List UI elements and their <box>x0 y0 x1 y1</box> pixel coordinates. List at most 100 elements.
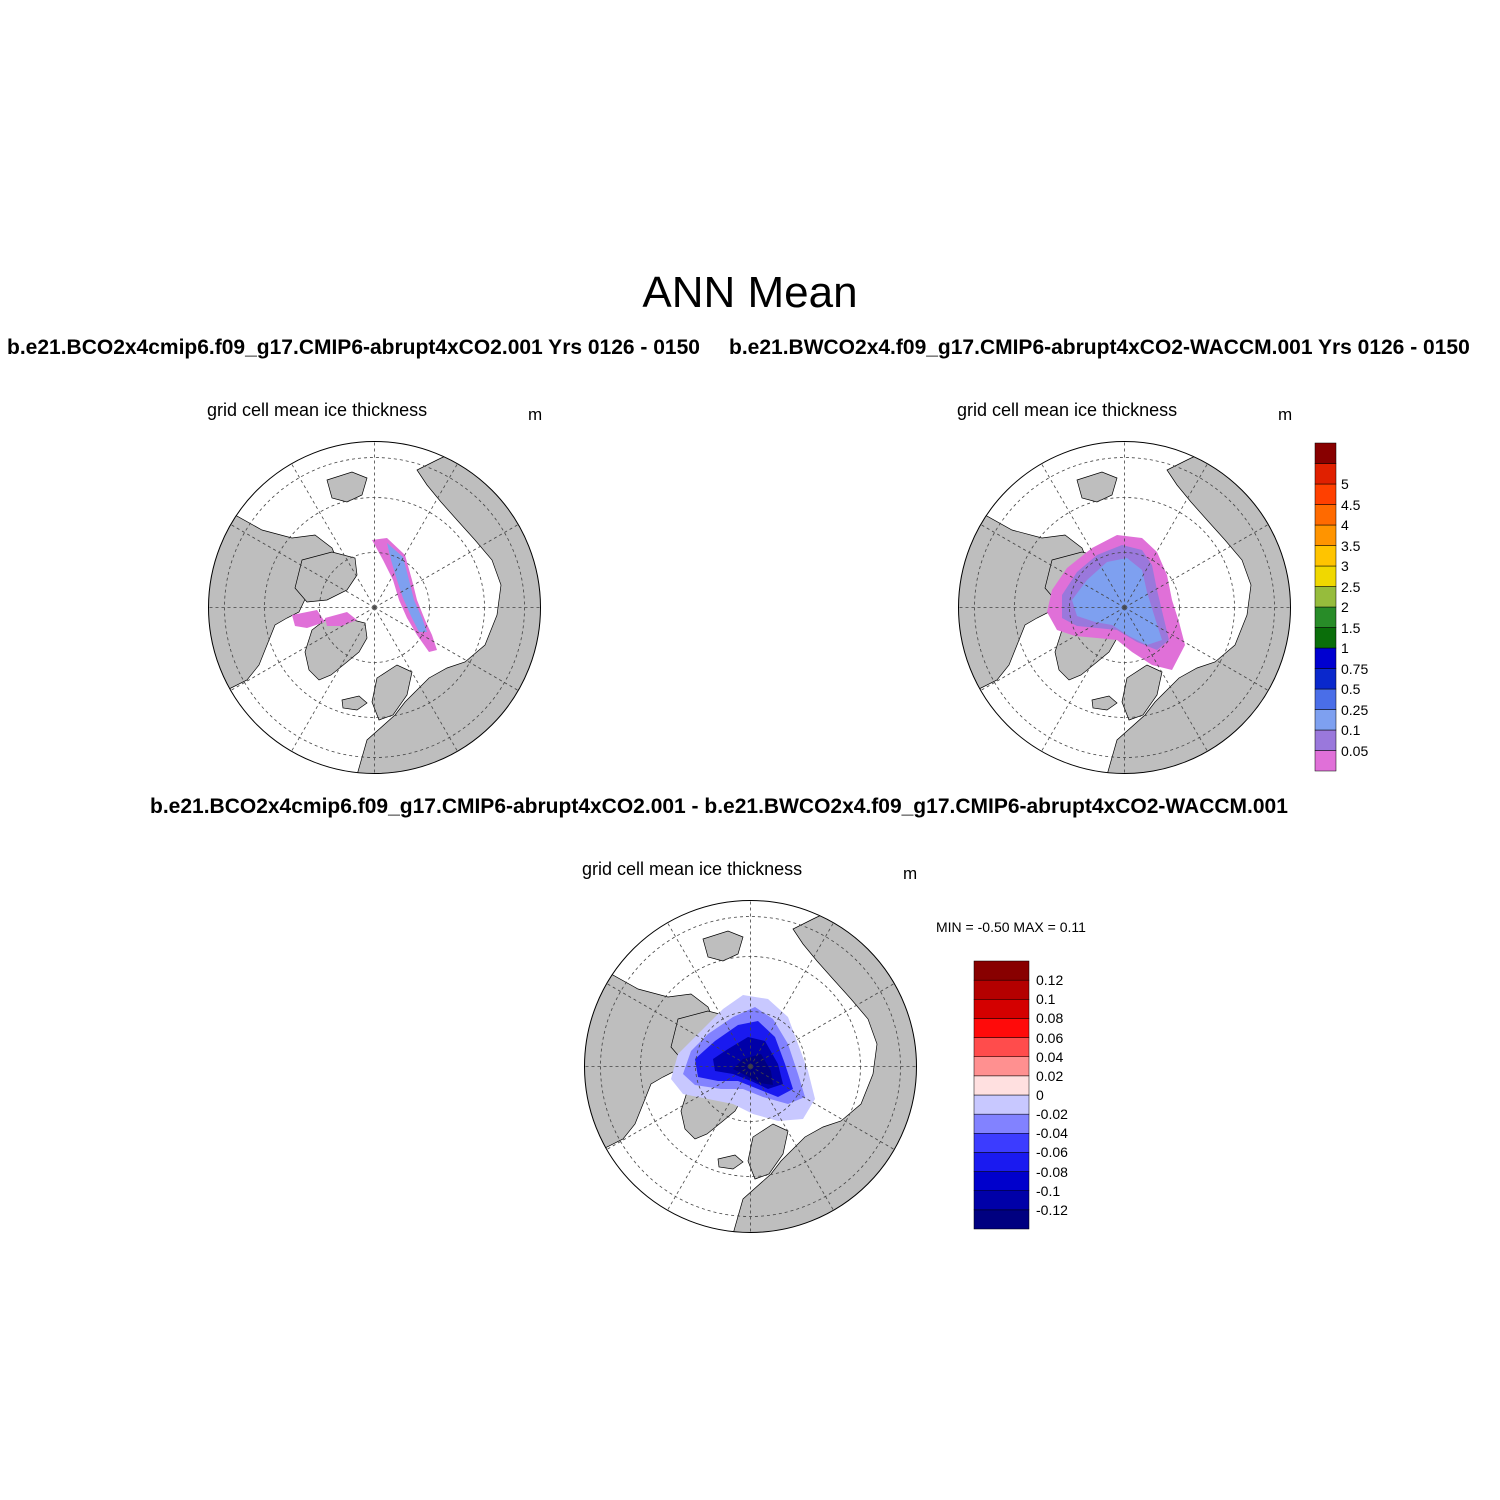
colorbar-tick-label: -0.1 <box>1036 1182 1061 1199</box>
colorbar-tick-label: -0.02 <box>1036 1106 1068 1123</box>
panel1-units: m <box>528 405 543 424</box>
panel2-subtitle: grid cell mean ice thickness <box>957 400 1178 420</box>
figure-title: ANN Mean <box>642 268 858 317</box>
colorbar-tick-label: 0.12 <box>1036 972 1064 989</box>
colorbar-box <box>973 1037 1030 1057</box>
meridian-line <box>1041 463 1125 608</box>
colorbar-tick-label: 3 <box>1341 558 1349 574</box>
meridian-line <box>750 983 895 1067</box>
meridian-line <box>291 463 375 608</box>
thickness-colorbar <box>1314 442 1337 772</box>
panel3-case-title: b.e21.BCO2x4cmip6.f09_g17.CMIP6-abrupt4x… <box>150 795 1288 818</box>
colorbar-box <box>1314 647 1337 669</box>
panel3-units: m <box>903 864 918 883</box>
meridian-line <box>750 1066 895 1150</box>
graticule <box>958 441 1291 774</box>
colorbar-tick-label: 0.1 <box>1036 991 1056 1008</box>
colorbar-box <box>973 1209 1030 1230</box>
colorbar-box <box>1314 627 1337 649</box>
meridian-line <box>374 607 458 752</box>
colorbar-box <box>1314 565 1337 587</box>
meridian-line <box>750 922 834 1067</box>
meridian-line <box>667 922 751 1067</box>
colorbar-tick-label: 3.5 <box>1341 537 1361 554</box>
meridian-line <box>1124 607 1269 691</box>
meridian-line <box>980 524 1125 608</box>
colorbar-box <box>973 1018 1030 1038</box>
iceland-landmass <box>1091 695 1118 711</box>
colorbar-tick-label: -0.12 <box>1036 1201 1068 1218</box>
colorbar-box <box>1314 586 1337 608</box>
colorbar-box <box>973 1171 1030 1191</box>
panel1-polar-map <box>208 441 541 774</box>
colorbar-tick-label: 0.08 <box>1036 1010 1064 1027</box>
colorbar-box <box>1314 442 1337 464</box>
scandinavia-landmass <box>371 664 413 721</box>
meridian-line <box>374 463 458 608</box>
colorbar-tick-label: 1 <box>1341 640 1349 656</box>
colorbar-tick-label: 0 <box>1036 1087 1044 1103</box>
colorbar-box <box>1314 709 1337 731</box>
meridian-line <box>1041 607 1125 752</box>
colorbar-tick-label: 0.02 <box>1036 1067 1064 1084</box>
scandinavia-landmass <box>747 1123 789 1180</box>
meridian-line <box>291 607 375 752</box>
colorbar-tick-label: 4 <box>1341 517 1349 533</box>
colorbar-tick-label: 0.04 <box>1036 1048 1064 1065</box>
panel2-units: m <box>1278 405 1293 424</box>
colorbar-tick-label: 4.5 <box>1341 496 1361 513</box>
map1-ice-layer-3 <box>325 612 357 626</box>
meridian-line <box>1124 524 1269 608</box>
meridian-line <box>230 607 375 691</box>
colorbar-tick-label: 0.25 <box>1341 701 1369 718</box>
panel1-case-title: b.e21.BCO2x4cmip6.f09_g17.CMIP6-abrupt4x… <box>7 336 700 359</box>
colorbar-tick-label: -0.04 <box>1036 1125 1068 1142</box>
colorbar-box <box>973 1113 1030 1134</box>
eurasia-landmass <box>356 447 541 774</box>
colorbar-tick-label: -0.08 <box>1036 1163 1068 1180</box>
colorbar-tick-label: 1.5 <box>1341 619 1361 636</box>
colorbar-box <box>1314 524 1337 546</box>
colorbar-box <box>973 1094 1030 1115</box>
map-border <box>208 441 541 774</box>
meridian-line <box>1124 607 1208 752</box>
panel1-subtitle: grid cell mean ice thickness <box>207 400 428 420</box>
alaska-peninsula <box>326 471 368 503</box>
map-border <box>584 900 917 1233</box>
colorbar-box <box>1314 545 1337 567</box>
iceland-landmass <box>341 695 368 711</box>
meridian-line <box>750 1066 834 1211</box>
colorbar-box <box>973 979 1030 1000</box>
graticule <box>208 441 541 774</box>
meridian-line <box>230 524 375 608</box>
colorbar-box <box>1314 504 1337 526</box>
colorbar-box <box>1314 688 1337 710</box>
panel3-subtitle: grid cell mean ice thickness <box>582 859 803 879</box>
meridian-line <box>1124 463 1208 608</box>
colorbar-tick-label: -0.06 <box>1036 1144 1068 1161</box>
colorbar-box <box>973 1152 1030 1172</box>
colorbar-box <box>973 999 1030 1019</box>
colorbar-tick-label: 2 <box>1341 599 1349 615</box>
eurasia-landmass <box>1106 447 1291 774</box>
panel3-polar-map <box>584 900 917 1233</box>
colorbar-tick-label: 0.5 <box>1341 681 1361 697</box>
colorbar-box <box>973 1056 1030 1077</box>
meridian-line <box>667 1066 751 1211</box>
colorbar-box <box>973 960 1030 981</box>
panel2-case-title: b.e21.BWCO2x4.f09_g17.CMIP6-abrupt4xCO2-… <box>729 336 1470 360</box>
scandinavia-landmass <box>1121 664 1163 721</box>
colorbar-box <box>973 1190 1030 1211</box>
meridian-line <box>606 1066 751 1150</box>
map1-ice-layer-2 <box>292 610 325 628</box>
canadian-archipelago <box>294 551 358 603</box>
colorbar-box <box>1314 463 1337 485</box>
colorbar-tick-label: 2.5 <box>1341 578 1361 595</box>
meridian-line <box>606 983 751 1067</box>
difference-colorbar <box>973 960 1030 1230</box>
alaska-peninsula <box>702 930 744 962</box>
colorbar-tick-label: 0.06 <box>1036 1029 1064 1046</box>
meridian-line <box>374 524 519 608</box>
meridian-line <box>980 607 1125 691</box>
map-border <box>958 441 1291 774</box>
